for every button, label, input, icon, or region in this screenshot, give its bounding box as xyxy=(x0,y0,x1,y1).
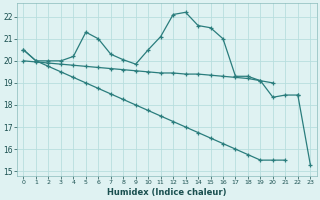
X-axis label: Humidex (Indice chaleur): Humidex (Indice chaleur) xyxy=(107,188,227,197)
